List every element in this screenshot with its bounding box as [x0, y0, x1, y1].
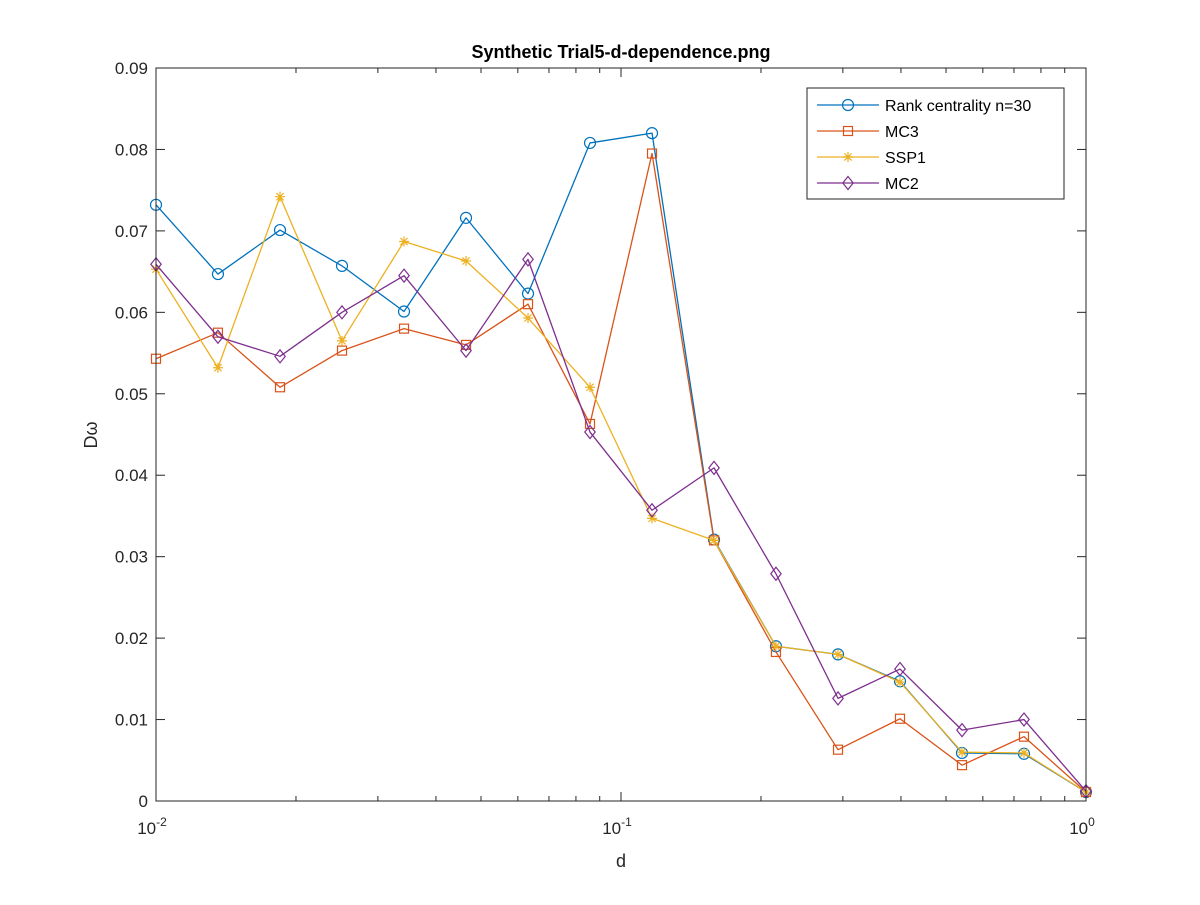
y-tick-label: 0.07 — [115, 222, 148, 241]
x-tick-label: 10-2 — [137, 815, 167, 838]
data-point — [274, 382, 286, 393]
data-point — [894, 661, 906, 677]
data-point — [1018, 747, 1029, 758]
data-point — [832, 744, 844, 755]
legend: Rank centrality n=30 MC3 SSP1 MC2 — [806, 87, 1065, 200]
data-point — [585, 382, 596, 393]
data-point — [831, 648, 845, 661]
data-point — [523, 313, 534, 324]
data-point — [770, 641, 781, 652]
y-tick-label: 0.02 — [115, 629, 148, 648]
legend-item: MC3 — [817, 124, 919, 141]
data-point — [460, 343, 472, 359]
chart-title: Synthetic Trial5-d-dependence.png — [471, 42, 770, 62]
data-point — [459, 211, 473, 224]
data-point — [335, 259, 349, 273]
y-tick-label: 0.05 — [115, 385, 148, 404]
data-point — [956, 760, 968, 771]
data-point — [645, 127, 659, 140]
data-point — [583, 136, 597, 150]
legend-item: MC2 — [817, 175, 919, 193]
data-point — [522, 251, 534, 267]
data-point — [646, 148, 658, 159]
legend-marker — [842, 125, 854, 137]
data-point — [646, 502, 658, 518]
data-point — [894, 677, 905, 688]
x-tick-label: 100 — [1069, 815, 1095, 838]
data-point — [397, 305, 411, 318]
data-point — [336, 304, 348, 320]
data-point — [461, 256, 472, 267]
data-point — [769, 566, 782, 582]
data-point — [708, 460, 720, 476]
series-line — [155, 196, 1087, 793]
data-point — [398, 268, 410, 284]
series-3 — [151, 191, 1091, 798]
legend-label: MC3 — [885, 124, 919, 141]
y-tick-label: 0.06 — [115, 303, 148, 322]
x-axis-label: d — [616, 851, 626, 871]
data-point — [212, 362, 223, 373]
legend-marker — [843, 152, 853, 162]
series-4 — [150, 251, 1092, 799]
data-point — [584, 424, 596, 440]
y-tick-label: 0 — [139, 792, 148, 811]
y-tick-label: 0.09 — [115, 59, 148, 78]
data-point — [274, 348, 286, 364]
data-point — [894, 713, 906, 724]
data-point — [1018, 731, 1030, 742]
data-point — [956, 722, 968, 738]
x-tick-label: 10-1 — [602, 815, 632, 838]
data-point — [211, 267, 225, 281]
data-point — [337, 335, 348, 346]
data-point — [398, 323, 410, 334]
data-point — [833, 649, 844, 660]
series-line — [155, 152, 1087, 793]
legend-marker — [842, 175, 854, 191]
data-point — [832, 690, 844, 706]
legend-label: Rank centrality n=30 — [885, 98, 1031, 115]
data-point — [647, 513, 658, 524]
legend-label: MC2 — [885, 176, 919, 193]
legend-box — [806, 87, 1065, 200]
data-point — [273, 223, 287, 237]
data-point — [957, 747, 968, 758]
legend-marker — [841, 98, 855, 112]
data-point — [399, 236, 410, 247]
y-axis-label: Dω — [81, 421, 101, 448]
data-point — [1018, 712, 1030, 728]
y-tick-label: 0.01 — [115, 711, 148, 730]
data-point — [522, 299, 534, 310]
y-tick-label: 0.03 — [115, 548, 148, 567]
y-tick-label: 0.04 — [115, 466, 148, 485]
data-point — [584, 418, 596, 430]
data-point — [336, 345, 348, 356]
series-line — [155, 258, 1087, 792]
y-tick-label: 0.08 — [115, 140, 148, 159]
data-point — [211, 329, 224, 345]
legend-item: Rank centrality n=30 — [817, 98, 1031, 115]
data-point — [709, 535, 720, 546]
data-point — [275, 191, 286, 202]
legend-item: SSP1 — [817, 150, 926, 167]
legend-label: SSP1 — [885, 150, 926, 167]
